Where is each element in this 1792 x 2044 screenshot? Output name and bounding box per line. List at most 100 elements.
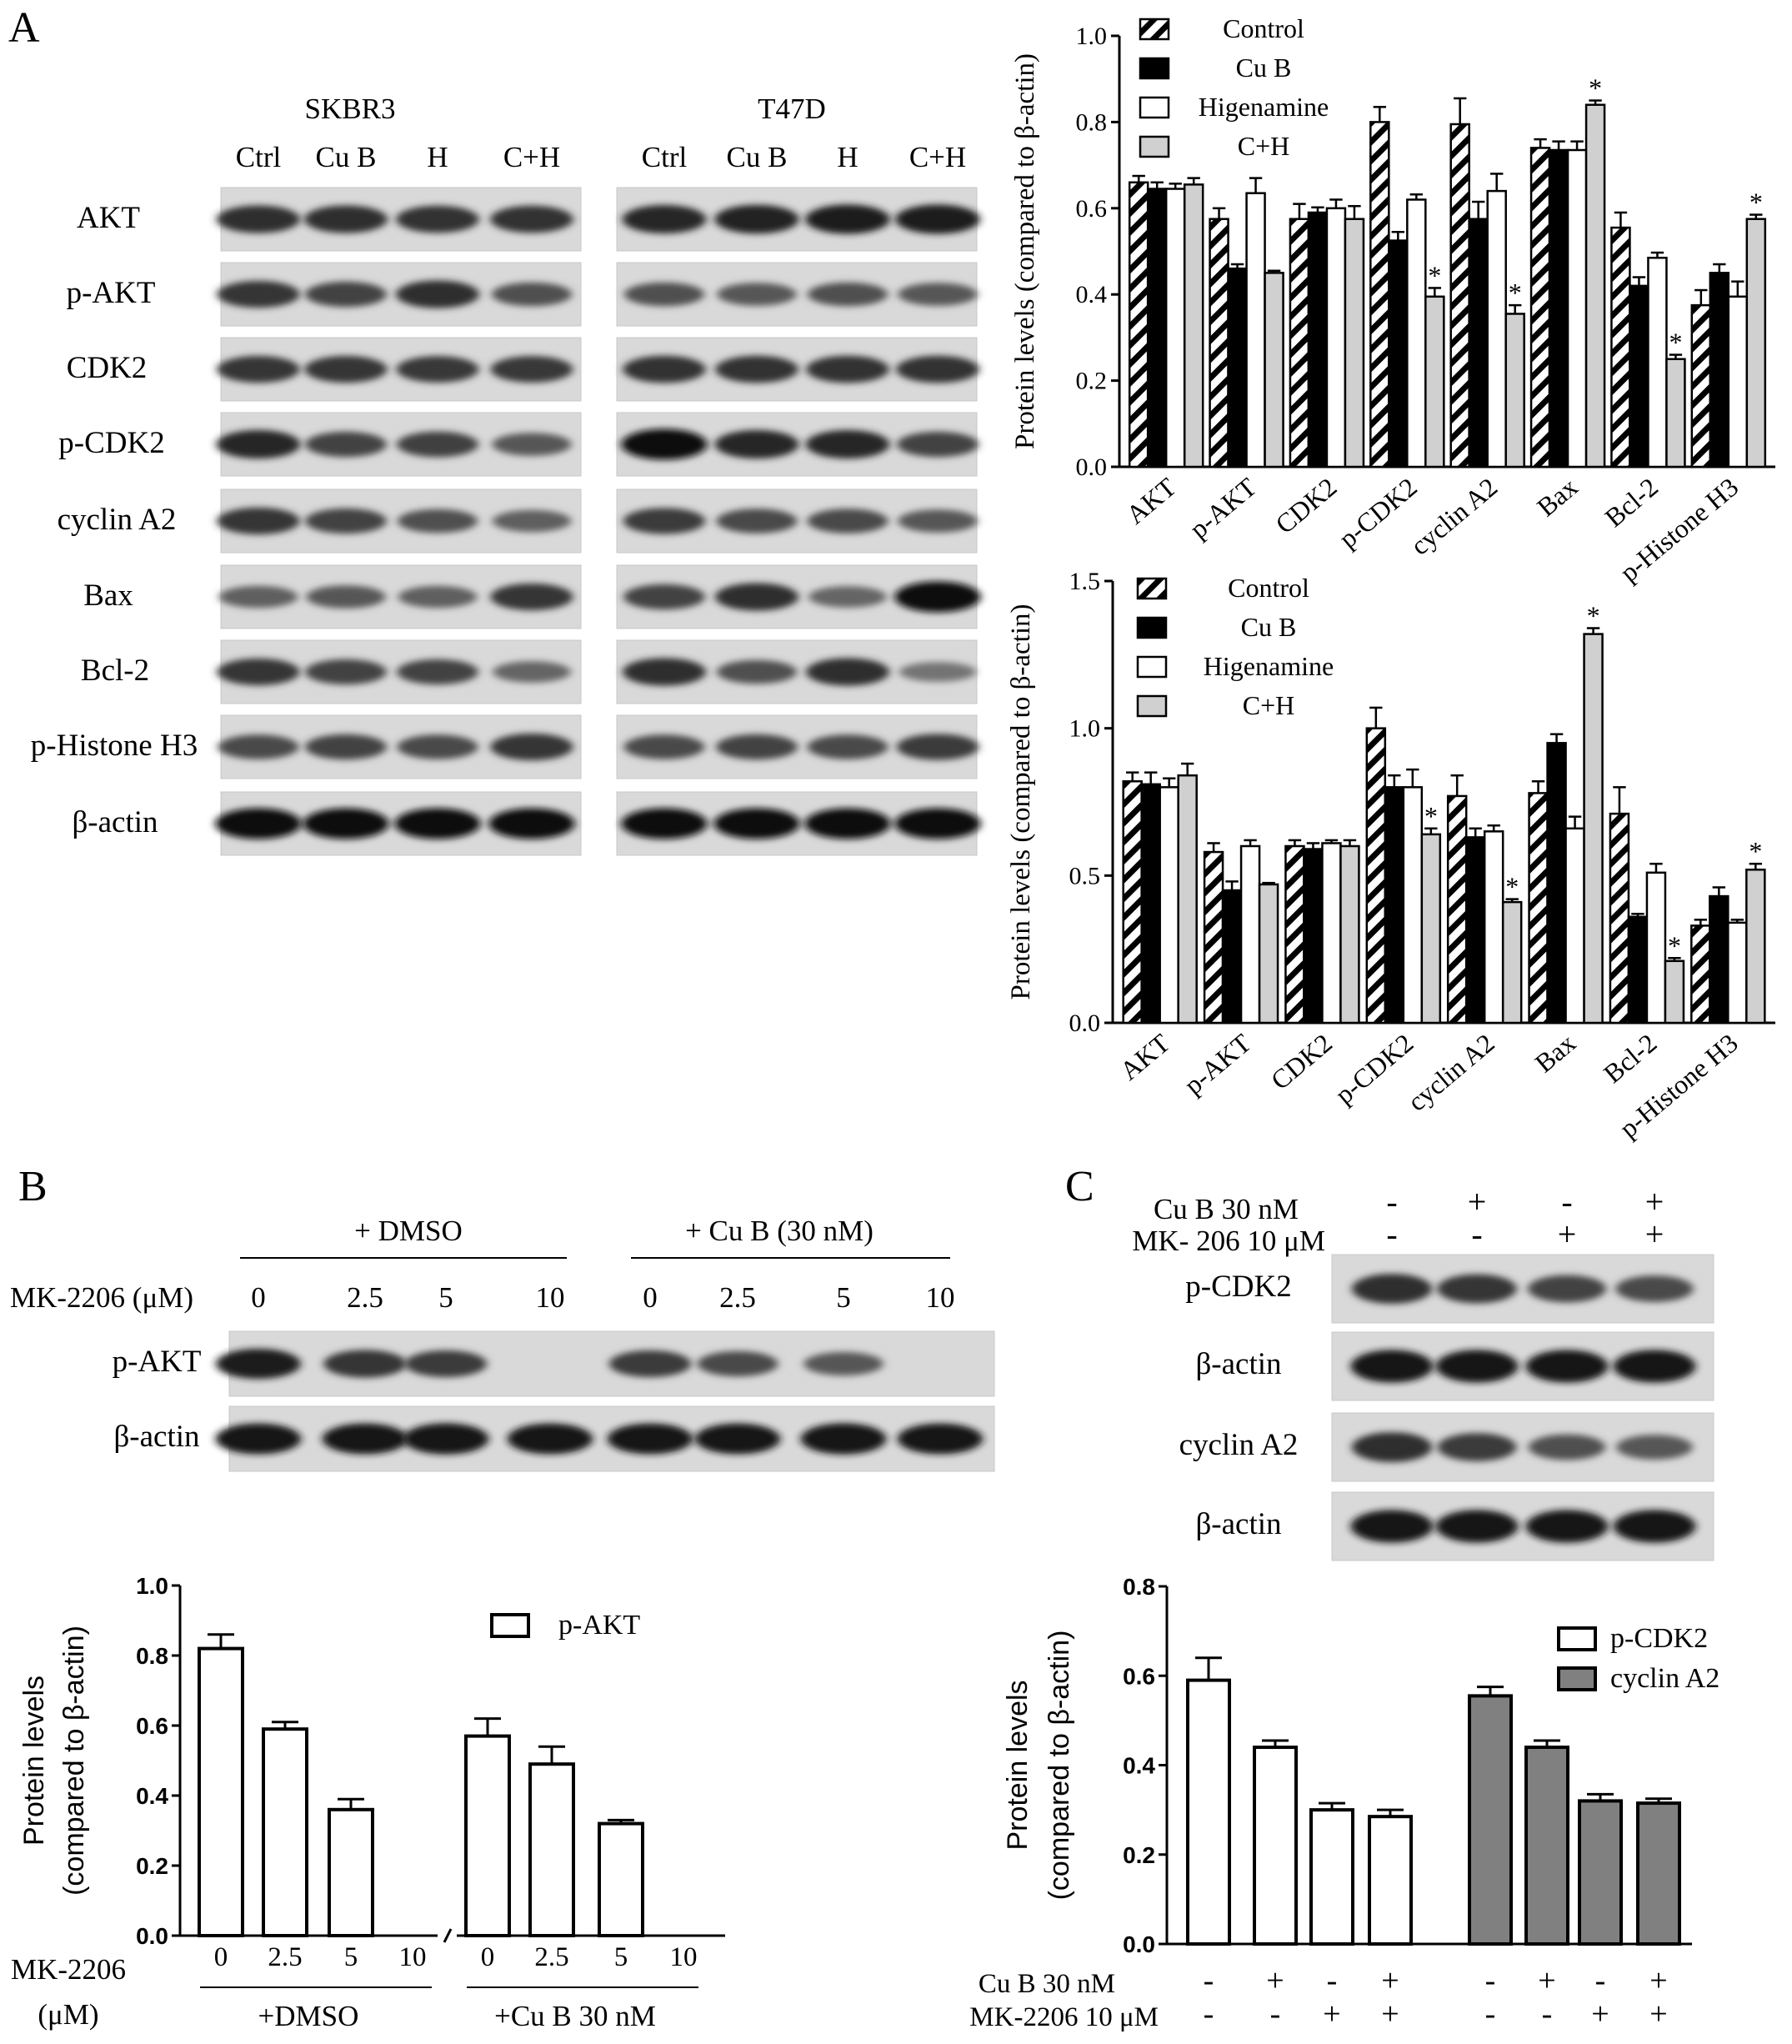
chart-A-SKBR3-bar-c-h-8: [1745, 218, 1767, 468]
panel-c-blot-actin-4-band-1: [1350, 1510, 1434, 1543]
chart-c-ytick-label: 0.6: [1123, 1663, 1155, 1689]
panel-b-blot-p-akt-band-6: [697, 1350, 778, 1377]
chart-b-bar-2: [262, 1727, 308, 1937]
blot-t47d-p-cdk2-3-band-2: [714, 429, 799, 459]
panel-a-lane-labels: Ctrl Cu B H C+H Ctrl Cu B H C+H: [236, 141, 966, 173]
panel-b-blots: + DMSO + Cu B (30 nM) MK-2206 (μM) 0 2.5 5…: [10, 1215, 995, 1472]
chart-b-xtick-7: 5: [614, 1942, 628, 1972]
lane-t47d-c-h: C+H: [909, 141, 966, 173]
chart-b-axis-break: [443, 1928, 453, 1943]
chart-A-T47D-bar-cu-b-1: [1140, 783, 1161, 1025]
blot-skbr3-bcl-2-6-band-4: [493, 661, 571, 683]
panel-c-blot-actin-4-band-3: [1525, 1510, 1609, 1543]
chart-b-y-title-1: Protein levels: [18, 1676, 50, 1846]
blot-t47d-bax-5-band-2: [714, 583, 799, 611]
blot-skbr3-p-cdk2-3: [216, 412, 582, 477]
chart-A-SKBR3-xtick-akt: AKT: [1120, 471, 1182, 529]
panel-b-blot-p-akt-band-5: [608, 1350, 692, 1378]
blot-skbr3-p-cdk2-3-band-2: [305, 431, 387, 458]
chart-A-SKBR3-bar-cu-b-8: [1709, 272, 1730, 468]
chart-c-bar-p-cdk2-4: [1368, 1815, 1413, 1946]
chart-A-SKBR3-bar-cu-b-1: [1146, 188, 1168, 468]
conc-6: 2.5: [719, 1281, 756, 1314]
chart-c-ytick-label: 0.0: [1123, 1931, 1155, 1957]
chart-A-T47D-legend-swatch-control: [1136, 577, 1168, 600]
chart-A-T47D-xtick-cdk2: CDK2: [1265, 1028, 1338, 1095]
chart-b-bar-3: [328, 1807, 374, 1938]
chart-A-SKBR3-bar-cu-b-2: [1227, 267, 1248, 468]
panel-a-blot-labels: AKT p-AKT CDK2 p-CDK2 cyclin A2 Bax Bcl-2 p-His…: [31, 201, 198, 839]
panel-c-blot-cyclin-a2-3-band-4: [1616, 1435, 1693, 1460]
panel-c-sign-1-1: -: [1386, 1183, 1397, 1220]
chart-b: 0.0 0.2 0.4 0.6 0.8 1.0 Protein levels (compare…: [11, 1573, 725, 2032]
chart-A-SKBR3-ytick-label: 0.8: [1076, 108, 1108, 136]
panel-c-sign-1-4: +: [1645, 1183, 1664, 1220]
chart-A-T47D-bar-control-5: [1446, 794, 1468, 1025]
chart-a-t47d: 0.0 0.5 1.0 1.5 Protein levels (compared to …: [1006, 568, 1775, 1144]
conc-2: 2.5: [347, 1281, 383, 1314]
chart-c-x-sign-2-6: -: [1542, 1996, 1553, 2031]
chart-A-T47D-bar-c-h-3: [1339, 844, 1360, 1025]
blot-skbr3-bcl-2-6-band-3: [397, 659, 478, 685]
panel-c-label-cyclin-a2-3: cyclin A2: [1179, 1428, 1299, 1462]
cell-line-t47d: T47D: [758, 93, 826, 125]
chart-c-x-sign-2-1: -: [1204, 1996, 1214, 2031]
chart-A-T47D-bar-control-1: [1122, 780, 1143, 1025]
blot-skbr3-p-akt-1-band-2: [305, 281, 387, 308]
blot-skbr3-p-akt-1-band-1: [217, 280, 300, 308]
panel-b-blot-actin-band-3: [403, 1423, 489, 1455]
chart-c-ytick-label: 0.4: [1123, 1753, 1155, 1779]
chart-c-bar-cyclin-a2-3: [1578, 1799, 1623, 1946]
blot-skbr3-p-cdk2-3-band-3: [396, 431, 479, 458]
lane-skbr3-cu-b: Cu B: [316, 141, 377, 173]
chart-b-xtick-1: 0: [214, 1942, 228, 1972]
panel-b-blot-actin: [215, 1405, 995, 1472]
blot-t47d-cdk2-2-band-3: [806, 355, 889, 383]
blot-t47d-bcl-2-6-band-1: [622, 658, 707, 686]
chart-A-SKBR3-bar-cu-b-5: [1468, 218, 1489, 468]
chart-A-SKBR3-xtick-p-akt: p-AKT: [1184, 471, 1262, 544]
chart-A-SKBR3-bar-higenamine-6: [1566, 148, 1588, 468]
blot-t47d-akt-0-band-1: [622, 204, 707, 234]
chart-A-T47D-bar-cu-b-5: [1464, 836, 1486, 1025]
chart-A-T47D-bar-c-h-5: [1501, 900, 1523, 1025]
chart-c-x-sign-2-8: +: [1649, 1996, 1667, 2031]
chart-c-y-title-1: Protein levels: [1002, 1680, 1034, 1850]
blot-t47d-p-cdk2-3: [616, 412, 979, 477]
blot-t47d-p-cdk2-3-band-4: [897, 431, 979, 458]
panel-b-blot-p-akt-band-3: [404, 1350, 488, 1378]
blot-skbr3-p-cdk2-3-band-4: [492, 433, 572, 456]
chart-A-SKBR3-legend-label-higenamine: Higenamine: [1199, 92, 1329, 122]
lane-skbr3-h: H: [427, 141, 448, 173]
chart-A-T47D-bar-higenamine-2: [1239, 844, 1261, 1025]
chart-b-bar-6: [528, 1762, 575, 1937]
chart-A-SKBR3-bar-control-5: [1449, 123, 1470, 468]
chart-b-bar-5: [464, 1734, 511, 1938]
chart-A-SKBR3-bar-control-3: [1289, 218, 1310, 468]
panel-c-blot-p-cdk2-1-band-4: [1615, 1275, 1694, 1302]
chart-c-x-sign-1-4: +: [1381, 1963, 1399, 1998]
panel-c-blot-cyclin-a2-3-band-1: [1351, 1432, 1433, 1462]
chart-c-x-row2-label: MK-2206 10 μM: [969, 2002, 1159, 2032]
chart-c-y-title-2: (compared to β-actin): [1044, 1631, 1075, 1901]
blot-skbr3-cyclin-a2-4-band-2: [305, 508, 387, 534]
chart-A-SKBR3-bar-higenamine-5: [1486, 189, 1507, 468]
panel-c-label-actin-4: β-actin: [1195, 1507, 1281, 1541]
chart-b-ytick-label: 0.4: [136, 1783, 168, 1809]
chart-A-T47D-bar-higenamine-3: [1321, 842, 1342, 1025]
chart-A-SKBR3-bar-higenamine-7: [1647, 257, 1668, 468]
chart-c-x-sign-2-7: +: [1591, 1996, 1609, 2031]
conc-5: 0: [643, 1281, 658, 1314]
blot-skbr3-bax-5-band-1: [218, 585, 298, 609]
panel-c-sign-1-2: +: [1468, 1183, 1487, 1220]
lane-t47d-ctrl: Ctrl: [642, 141, 688, 173]
chart-A-T47D-bar-c-h-8: [1745, 869, 1766, 1025]
chart-A-T47D-bar-control-3: [1284, 844, 1305, 1025]
chart-A-T47D-bar-control-7: [1609, 812, 1630, 1025]
chart-A-T47D-xtick-bcl-2: Bcl-2: [1598, 1028, 1663, 1089]
chart-A-SKBR3-legend-label-control: Control: [1223, 13, 1304, 43]
panel-b-letter: B: [18, 1163, 48, 1210]
chart-A-SKBR3-significance-star: *: [1589, 73, 1602, 103]
panel-c-sign-2-4: +: [1645, 1215, 1664, 1253]
blot-t47d-bcl-2-6: [616, 639, 978, 704]
